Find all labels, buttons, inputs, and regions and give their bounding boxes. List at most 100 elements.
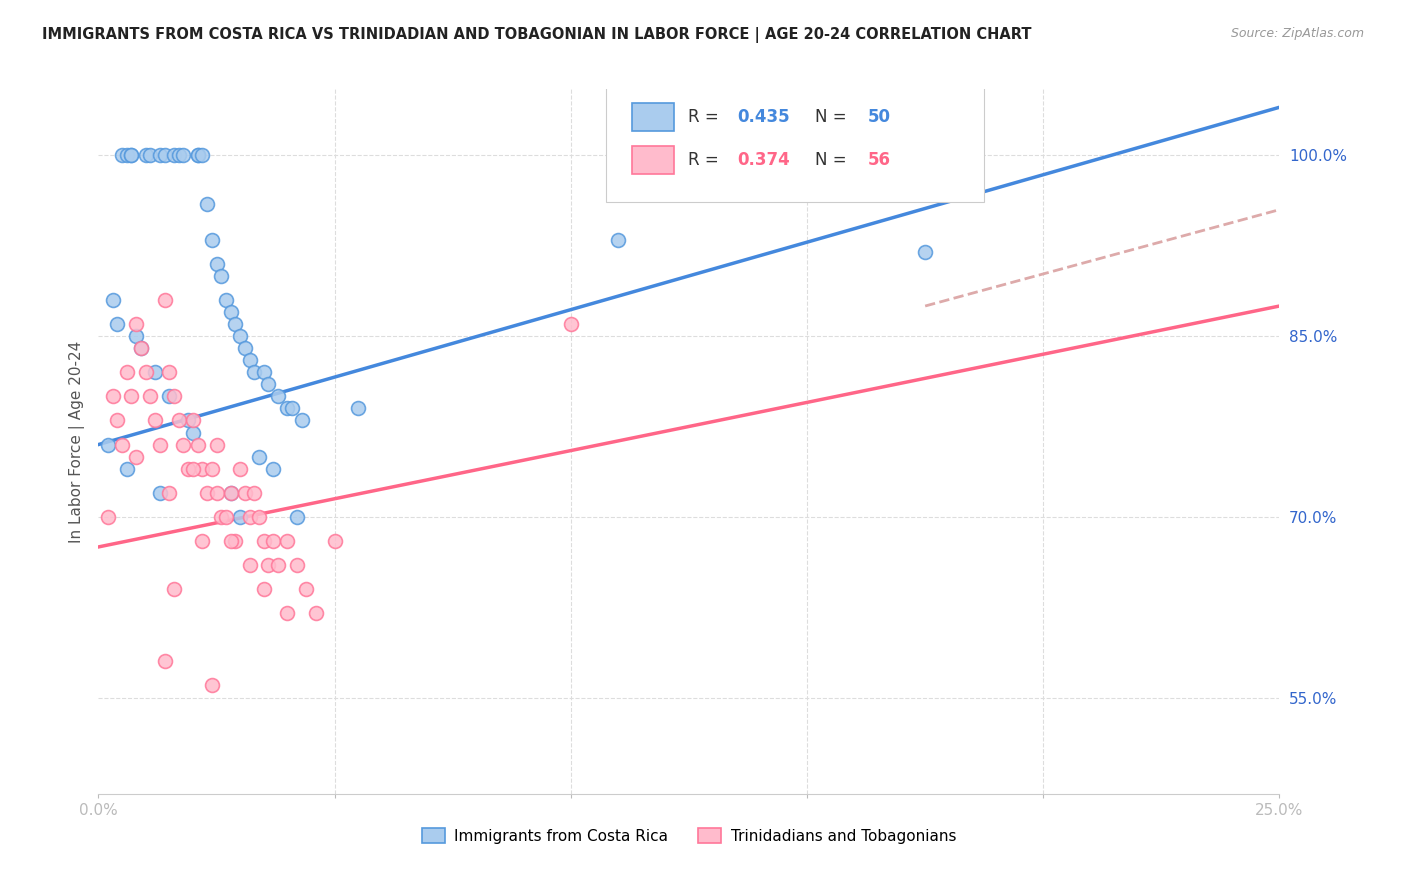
Point: [101, 389, 124, 403]
Point: [276, 401, 298, 416]
Point: [607, 233, 630, 247]
Point: [129, 341, 152, 355]
Point: [139, 389, 162, 403]
Point: [219, 305, 242, 319]
Point: [143, 413, 166, 427]
Point: [295, 582, 318, 596]
Point: [149, 148, 172, 162]
Point: [247, 450, 270, 464]
Point: [115, 365, 138, 379]
Point: [191, 148, 214, 162]
Point: [153, 293, 176, 307]
Point: [239, 558, 262, 572]
Y-axis label: In Labor Force | Age 20-24: In Labor Force | Age 20-24: [69, 341, 84, 542]
Point: [181, 413, 204, 427]
Text: N =: N =: [815, 151, 852, 169]
Point: [153, 654, 176, 668]
Point: [229, 461, 252, 475]
Point: [233, 485, 256, 500]
Point: [247, 509, 270, 524]
Point: [125, 450, 148, 464]
Point: [305, 606, 328, 620]
Point: [290, 413, 312, 427]
Text: Source: ZipAtlas.com: Source: ZipAtlas.com: [1230, 27, 1364, 40]
Point: [105, 317, 128, 331]
Point: [115, 148, 138, 162]
Point: [187, 148, 209, 162]
Point: [215, 509, 238, 524]
Text: 0.374: 0.374: [737, 151, 790, 169]
Point: [233, 341, 256, 355]
Point: [209, 509, 232, 524]
Point: [205, 485, 228, 500]
Point: [347, 401, 370, 416]
Point: [129, 341, 152, 355]
Point: [253, 365, 276, 379]
Point: [181, 461, 204, 475]
Point: [163, 582, 186, 596]
Point: [229, 509, 252, 524]
Point: [938, 148, 960, 162]
FancyBboxPatch shape: [633, 103, 673, 131]
FancyBboxPatch shape: [606, 86, 984, 202]
Point: [195, 485, 218, 500]
Point: [267, 389, 290, 403]
Point: [167, 413, 190, 427]
Point: [177, 413, 200, 427]
Point: [205, 257, 228, 271]
Point: [191, 533, 214, 548]
Point: [281, 401, 304, 416]
Point: [257, 558, 280, 572]
Point: [262, 461, 284, 475]
Point: [219, 533, 242, 548]
Point: [219, 485, 242, 500]
Point: [239, 353, 262, 368]
Point: [253, 582, 276, 596]
Text: 0.435: 0.435: [737, 109, 790, 127]
Point: [135, 365, 157, 379]
Point: [285, 509, 308, 524]
Point: [181, 425, 204, 440]
Point: [187, 148, 209, 162]
Point: [121, 148, 143, 162]
Point: [172, 148, 194, 162]
Point: [201, 678, 224, 692]
Text: 50: 50: [868, 109, 890, 127]
Point: [163, 389, 186, 403]
Point: [105, 413, 128, 427]
Point: [215, 293, 238, 307]
Point: [209, 268, 232, 283]
Text: IMMIGRANTS FROM COSTA RICA VS TRINIDADIAN AND TOBAGONIAN IN LABOR FORCE | AGE 20: IMMIGRANTS FROM COSTA RICA VS TRINIDADIA…: [42, 27, 1032, 43]
Point: [187, 437, 209, 451]
Point: [157, 485, 180, 500]
Point: [323, 533, 346, 548]
Point: [243, 485, 266, 500]
Point: [121, 389, 143, 403]
Point: [253, 533, 276, 548]
Point: [205, 437, 228, 451]
Point: [135, 148, 157, 162]
Point: [97, 437, 120, 451]
FancyBboxPatch shape: [633, 145, 673, 174]
Text: N =: N =: [815, 109, 852, 127]
Point: [267, 558, 290, 572]
Text: R =: R =: [688, 151, 724, 169]
Point: [177, 461, 200, 475]
Legend: Immigrants from Costa Rica, Trinidadians and Tobagonians: Immigrants from Costa Rica, Trinidadians…: [416, 822, 962, 850]
Point: [167, 148, 190, 162]
Point: [224, 533, 246, 548]
Point: [243, 365, 266, 379]
Point: [111, 148, 134, 162]
Text: 56: 56: [868, 151, 890, 169]
Point: [157, 389, 180, 403]
Point: [172, 437, 194, 451]
Point: [111, 437, 134, 451]
Point: [97, 509, 120, 524]
Point: [229, 329, 252, 343]
Point: [125, 329, 148, 343]
Point: [224, 317, 246, 331]
Point: [276, 606, 298, 620]
Point: [125, 317, 148, 331]
Point: [191, 461, 214, 475]
Point: [201, 233, 224, 247]
